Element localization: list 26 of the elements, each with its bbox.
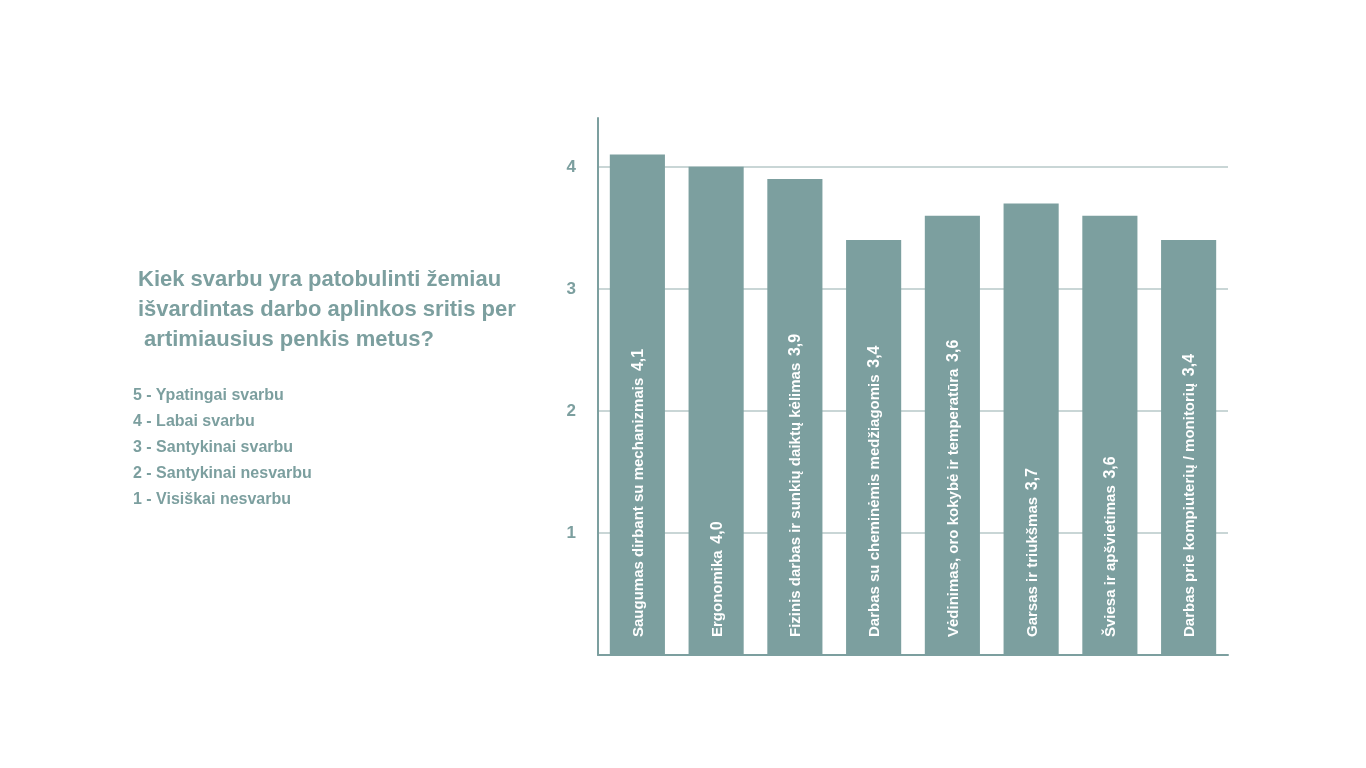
x-tick-label: Fizinis darbas ir sunkių daiktų kėlimas [786, 362, 804, 637]
text: 3 - Santykinai svarbu [133, 437, 294, 455]
y-tick-label: 4 [566, 157, 577, 177]
text: 4 - Labai svarbu [133, 411, 255, 429]
x-tick-label: Ergonomika [707, 549, 725, 637]
y-tick-label: 3 [566, 279, 576, 299]
x-tick-label: Darbas su cheminėmis medžiagomis [865, 374, 883, 637]
data-label: 3,9 [786, 333, 804, 357]
text: Kiek svarbu yra patobulinti žemiau išvardintas darbo aplinkos sritis per artimiausius penkis metus? [138, 265, 517, 351]
x-tick-label: Saugumas dirbant su mechanizmais [628, 377, 646, 637]
data-label: 4,1 [628, 348, 646, 372]
data-label: 3,6 [943, 339, 961, 362]
text: 2 - Santykinai nesvarbu [133, 463, 312, 481]
y-tick-label: 2 [566, 401, 576, 421]
x-tick-label: Darbas prie kompiuterių / monitorių [1180, 382, 1198, 637]
x-tick-label: Šviesa ir apšvietimas [1101, 485, 1119, 637]
data-label: 3,4 [865, 345, 883, 368]
y-tick-label: 1 [566, 523, 576, 543]
text: 1 - Visiškai nesvarbu [133, 489, 292, 507]
data-label: 3,7 [1022, 467, 1040, 491]
x-tick-label: Vėdinimas, oro kokybė ir temperatūra [943, 367, 961, 637]
data-label: 3,4 [1180, 353, 1198, 377]
text: 5 - Ypatingai svarbu [133, 385, 284, 403]
x-tick-label: Garsas ir triukšmas [1022, 496, 1040, 637]
data-label: 3,6 [1101, 456, 1119, 479]
data-label: 4,0 [707, 521, 725, 544]
